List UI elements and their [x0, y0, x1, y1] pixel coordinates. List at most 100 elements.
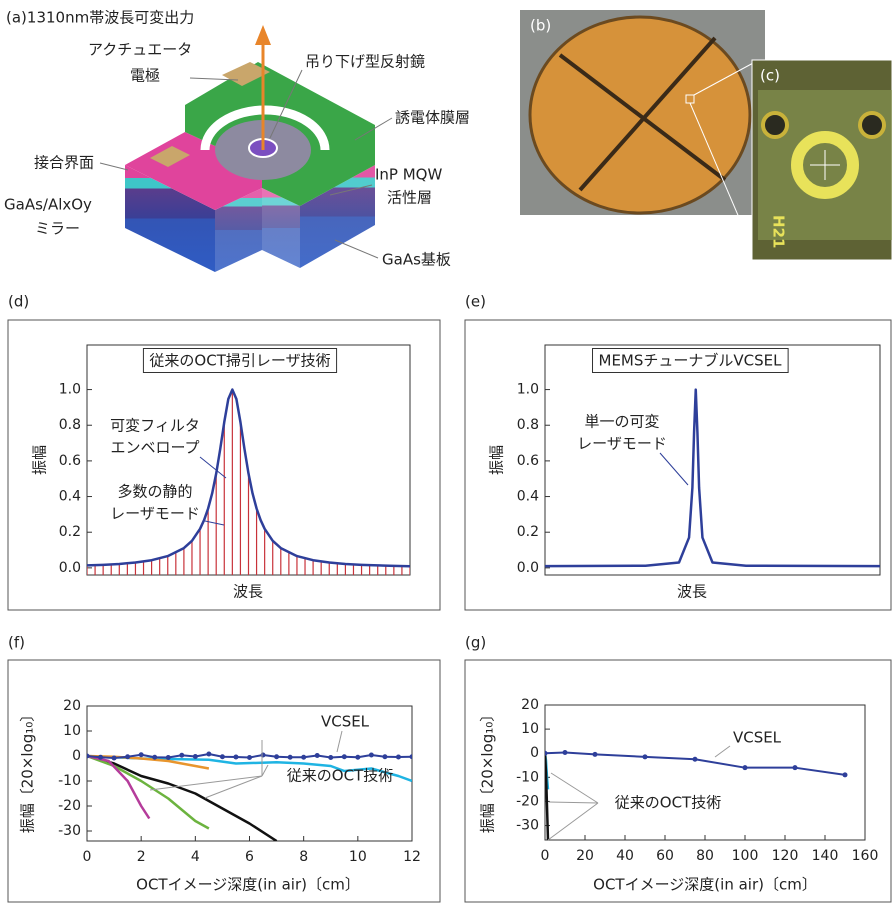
- marker: [743, 765, 748, 770]
- annotation: VCSEL: [733, 729, 782, 747]
- annotation: レーザモード: [110, 505, 200, 523]
- x-tick-label: 160: [852, 848, 879, 864]
- photo-label: (b): [530, 17, 551, 35]
- marker: [793, 765, 798, 770]
- marker: [643, 754, 648, 759]
- callout: 活性層: [387, 189, 432, 207]
- y-tick-label: 0.0: [59, 560, 81, 576]
- y-tick-label: 0.0: [517, 560, 539, 576]
- x-tick-label: 0: [541, 848, 550, 864]
- marker: [288, 755, 293, 760]
- y-tick-label: 10: [63, 723, 81, 739]
- marker: [112, 756, 117, 761]
- y-tick-label: 0: [72, 748, 81, 764]
- device-diagram: (a)1310nm帯波長可変出力 アクチュエータ 電極 吊り下げ型反射鏡 誘電体…: [4, 9, 470, 273]
- annotation: エンベロープ: [110, 439, 199, 457]
- x-tick-label: 100: [732, 848, 759, 864]
- marker: [693, 757, 698, 762]
- panel-label: (f): [8, 634, 25, 652]
- x-tick-label: 6: [245, 849, 254, 865]
- marker: [85, 754, 90, 759]
- leader: [335, 240, 378, 258]
- photo-c: H21 (c): [752, 60, 892, 260]
- beam-arrow: [255, 25, 271, 45]
- marker: [193, 754, 198, 759]
- x-axis-label: 波長: [233, 583, 263, 601]
- annotation: 可変フィルタ: [110, 417, 200, 435]
- x-axis-label: OCTイメージ深度(in air)〔cm〕: [136, 876, 360, 894]
- pad: [763, 113, 787, 137]
- annotation: 単一の可変: [584, 413, 659, 431]
- marker: [593, 752, 598, 757]
- marker: [125, 754, 130, 759]
- callout: 接合界面: [34, 154, 94, 172]
- plot-frame: [545, 705, 865, 840]
- x-tick-label: 0: [83, 849, 92, 865]
- photo-label: (c): [760, 67, 780, 85]
- y-tick-label: -10: [58, 773, 81, 789]
- marker: [382, 754, 387, 759]
- panel-a-label: (a)1310nm帯波長可変出力: [6, 9, 194, 27]
- plot-frame: [545, 345, 880, 575]
- callout: 電極: [130, 67, 160, 85]
- annotation: レーザモード: [577, 435, 667, 453]
- y-tick-label: 0.2: [59, 524, 81, 540]
- chart-title: 従来のOCT掃引レーザ技術: [149, 352, 330, 370]
- marker: [563, 750, 568, 755]
- marker: [369, 753, 374, 758]
- marker: [247, 755, 252, 760]
- panel-label: (g): [465, 634, 486, 652]
- panel-label: (d): [8, 293, 29, 311]
- marker: [166, 755, 171, 760]
- x-tick-label: 12: [403, 849, 421, 865]
- figure: (a)1310nm帯波長可変出力 アクチュエータ 電極 吊り下げ型反射鏡 誘電体…: [0, 0, 892, 903]
- marker: [152, 755, 157, 760]
- annotation: 従来のOCT技術: [615, 794, 721, 812]
- marker: [301, 755, 306, 760]
- y-tick-label: 0.6: [59, 453, 81, 469]
- pad: [860, 113, 884, 137]
- y-tick-label: 0.4: [517, 489, 539, 505]
- y-tick-label: 1.0: [59, 382, 81, 398]
- marker: [139, 752, 144, 757]
- x-axis-label: 波長: [677, 583, 707, 601]
- marker: [261, 753, 266, 758]
- panel-label: (e): [465, 293, 486, 311]
- marker: [396, 755, 401, 760]
- leader: [100, 163, 128, 170]
- chart-title: MEMSチューナブルVCSEL: [599, 352, 783, 370]
- x-tick-label: 60: [656, 848, 674, 864]
- y-tick-label: 0: [530, 745, 539, 761]
- y-tick-label: 0.4: [59, 489, 81, 505]
- x-tick-label: 10: [349, 849, 367, 865]
- y-tick-label: 20: [63, 698, 81, 714]
- y-axis-label: 振幅: [31, 445, 49, 475]
- annotation: 多数の静的: [117, 483, 192, 501]
- callout: 誘電体膜層: [395, 109, 470, 127]
- x-tick-label: 120: [772, 848, 799, 864]
- y-axis-label: 振幅〔20×log₁₀〕: [479, 707, 497, 834]
- x-tick-label: 140: [812, 848, 839, 864]
- marker: [179, 753, 184, 758]
- callout: GaAs/AlxOy: [4, 196, 92, 214]
- callout: GaAs基板: [382, 251, 451, 269]
- marker: [98, 755, 103, 760]
- y-tick-label: -30: [58, 823, 81, 839]
- marker: [355, 755, 360, 760]
- marker: [233, 755, 238, 760]
- x-axis-label: OCTイメージ深度(in air)〔cm〕: [593, 876, 817, 894]
- y-tick-label: -10: [516, 769, 539, 785]
- callout: InP MQW: [375, 166, 442, 184]
- chip-marking: H21: [770, 215, 788, 248]
- x-tick-label: 80: [696, 848, 714, 864]
- x-tick-label: 2: [137, 849, 146, 865]
- marker: [342, 754, 347, 759]
- x-tick-label: 4: [191, 849, 200, 865]
- y-tick-label: 0.2: [517, 524, 539, 540]
- marker: [274, 754, 279, 759]
- y-axis-label: 振幅: [488, 445, 506, 475]
- y-tick-label: 10: [521, 721, 539, 737]
- marker: [843, 772, 848, 777]
- y-tick-label: 0.8: [59, 417, 81, 433]
- callout: ミラー: [35, 220, 80, 238]
